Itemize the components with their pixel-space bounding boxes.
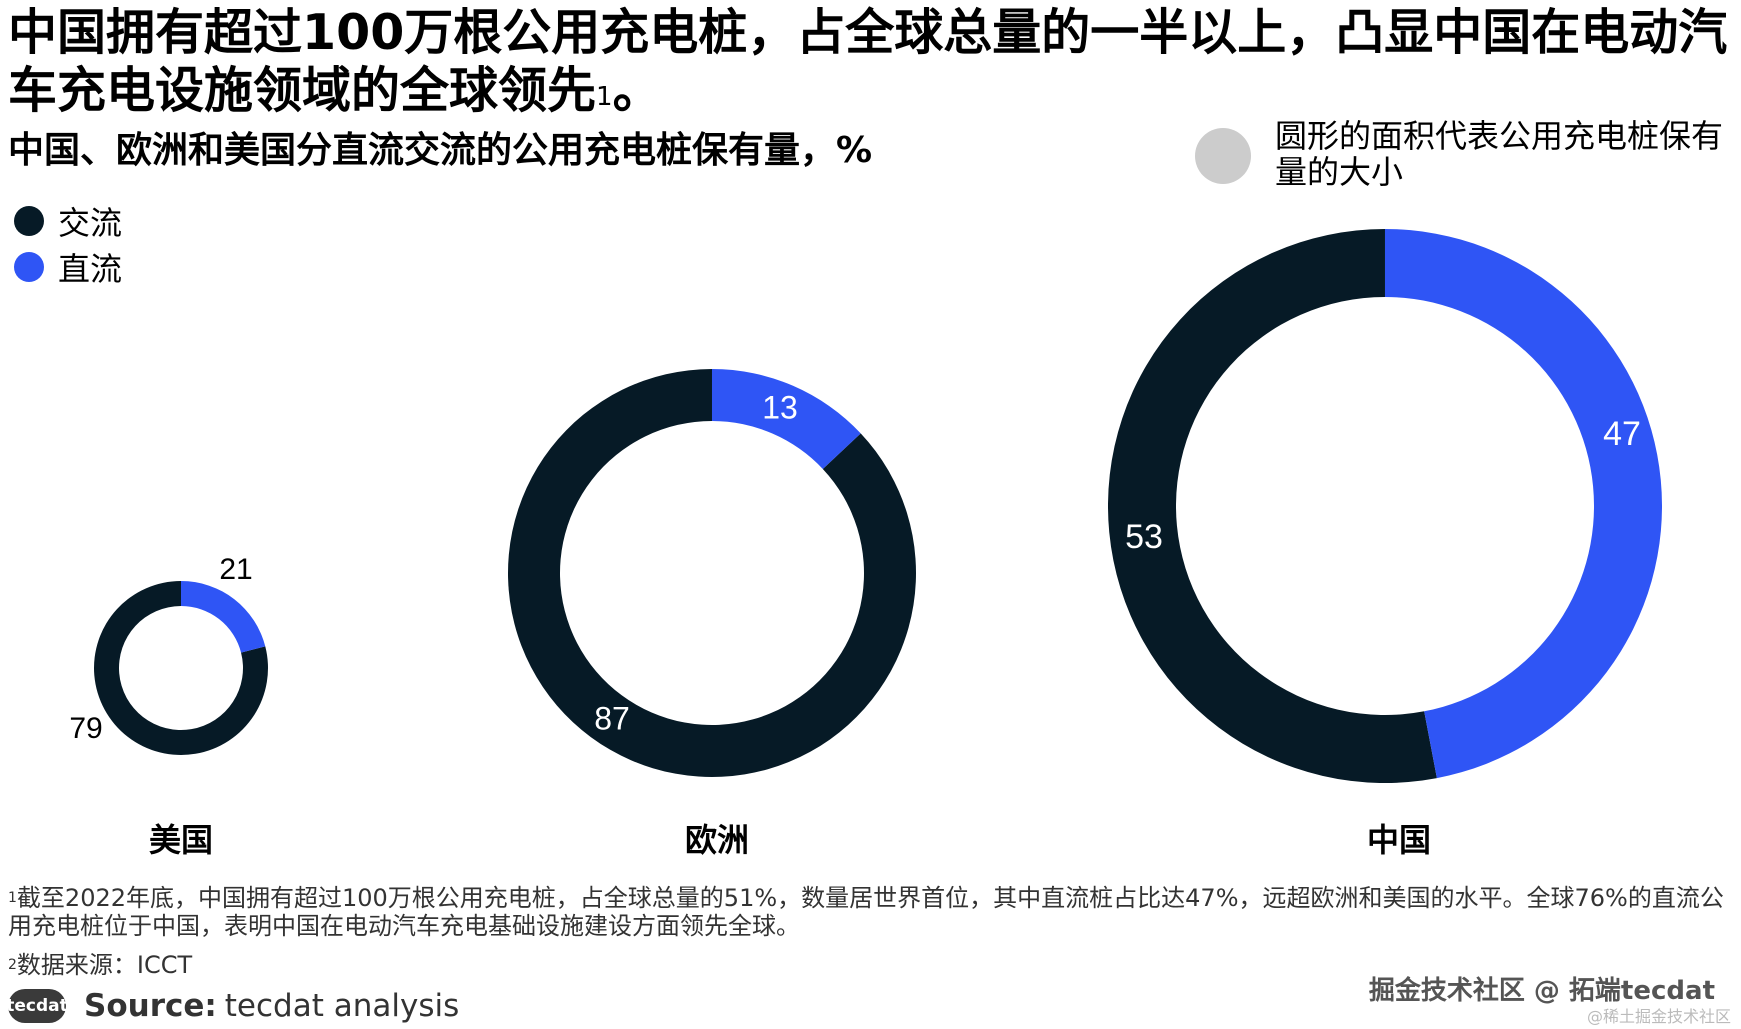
tecdat-logo: tecdat [6, 989, 68, 1023]
category-label: 欧洲 [685, 821, 749, 859]
donut-slice-dc [712, 369, 861, 469]
source-row: tecdat Source: tecdat analysis [6, 988, 460, 1024]
footnote-1: 1截至2022年底，中国拥有超过100万根公用充电桩，占全球总量的51%，数量居… [8, 884, 1733, 940]
source-label: Source: [84, 988, 217, 1024]
watermark-sub: @稀土掘金技术社区 [1586, 1007, 1731, 1026]
chart-title-text: 中国拥有超过100万根公用充电桩，占全球总量的一半以上，凸显中国在电动汽车充电设… [8, 4, 1728, 119]
legend-swatch-dc [14, 252, 44, 282]
donut-value-label-ac: 87 [594, 700, 630, 736]
chart-title: 中国拥有超过100万根公用充电桩，占全球总量的一半以上，凸显中国在电动汽车充电设… [8, 4, 1733, 120]
size-note-text: 圆形的面积代表公用充电桩保有量的大小 [1275, 117, 1724, 191]
donut-value-label-ac: 79 [69, 712, 102, 745]
donut-slice-dc [1385, 229, 1662, 779]
donut-2: 53 47 中国 [1107, 229, 1662, 859]
donut-value-label-dc: 47 [1603, 415, 1641, 453]
legend: 交流 直流 [14, 198, 122, 290]
legend-swatch-ac [14, 206, 44, 236]
category-label: 美国 [149, 821, 213, 859]
donut-0: 79 21 美国 [69, 553, 268, 859]
donut-value-label-dc: 13 [762, 389, 798, 425]
legend-label-ac: 交流 [58, 204, 123, 242]
footnote-2-text: 数据来源：ICCT [16, 951, 193, 979]
title-footnote-mark: 1 [596, 82, 613, 112]
donut-value-label-dc: 21 [219, 553, 252, 586]
donut-slice-dc [181, 581, 266, 653]
footnote-2: 2数据来源：ICCT [8, 951, 1733, 979]
donut-slice-ac [1107, 229, 1437, 784]
size-note: 圆形的面积代表公用充电桩保有量的大小 [1195, 118, 1730, 190]
donut-value-label-ac: 53 [1125, 518, 1163, 556]
size-legend-circle [1195, 128, 1251, 184]
footnote-2-mark: 2 [8, 957, 17, 973]
footnote-1-mark: 1 [8, 890, 17, 906]
category-label: 中国 [1367, 821, 1431, 859]
donut-1: 87 13 欧洲 [508, 369, 916, 859]
legend-label-dc: 直流 [58, 250, 123, 288]
donut-chart: 79 21 美国 87 13 欧洲 53 47 中国 [69, 229, 1662, 859]
chart-subtitle: 中国、欧洲和美国分直流交流的公用充电桩保有量，% [8, 130, 873, 171]
footnote-1-text: 截至2022年底，中国拥有超过100万根公用充电桩，占全球总量的51%，数量居世… [8, 884, 1724, 940]
legend-item-ac: 交流 [14, 198, 122, 244]
title-end: 。 [612, 62, 662, 119]
legend-item-dc: 直流 [14, 244, 122, 290]
source-value: tecdat analysis [224, 988, 460, 1024]
watermark: 掘金技术社区 @ 拓端tecdat [1368, 976, 1715, 1006]
